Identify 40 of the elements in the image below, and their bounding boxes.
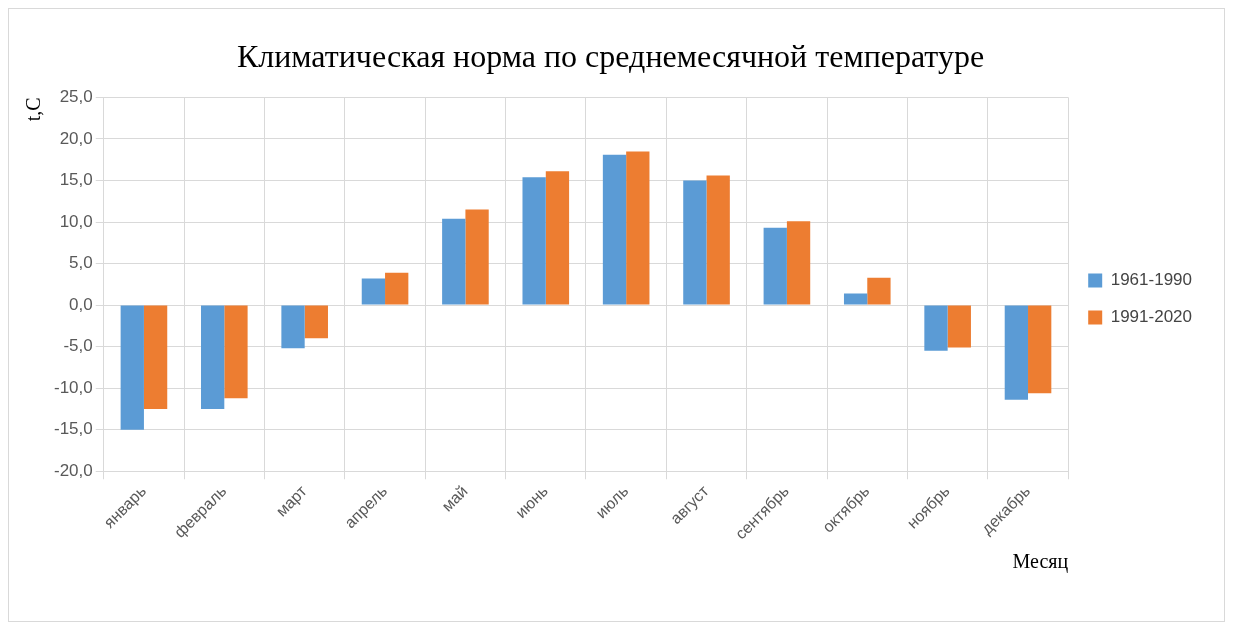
chart-title: Климатическая норма по среднемесячной температуре [236, 37, 985, 74]
bar [361, 278, 386, 305]
bar [924, 305, 948, 351]
x-tick-label: май [438, 482, 471, 515]
bar [867, 277, 891, 305]
bar [281, 305, 305, 349]
bar [1028, 305, 1052, 394]
bar [602, 154, 627, 305]
bar [465, 209, 489, 305]
y-tick-label: 20,0 [59, 128, 93, 148]
y-tick-label: -15,0 [54, 419, 93, 439]
y-tick-label: 5,0 [69, 253, 93, 273]
bar [683, 180, 707, 305]
legend-label: 1961-1990 [1110, 270, 1193, 290]
y-tick-label: 25,0 [59, 87, 93, 107]
y-tick-label: 0,0 [69, 294, 93, 314]
bar [763, 227, 787, 305]
bar [522, 177, 546, 305]
y-tick-label: -10,0 [54, 377, 93, 397]
bar [843, 293, 868, 305]
y-tick-label: 10,0 [59, 211, 93, 231]
bar [442, 218, 466, 305]
bar [385, 272, 409, 305]
bar [626, 151, 650, 305]
y-tick-label: 15,0 [59, 170, 93, 190]
x-axis-title: Месяц [1012, 550, 1069, 574]
bar [545, 171, 570, 305]
bar [201, 305, 225, 409]
y-tick-label: -20,0 [54, 460, 93, 480]
bar [786, 221, 811, 305]
bar [947, 305, 971, 348]
bar [143, 305, 168, 409]
y-tick-label: -5,0 [63, 336, 93, 356]
bar [304, 305, 328, 339]
bar [120, 305, 144, 430]
legend-label: 1991-2020 [1110, 307, 1193, 327]
bar [706, 175, 730, 305]
bar [224, 305, 248, 399]
bar [1004, 305, 1029, 400]
y-axis-title: t,C [22, 97, 45, 122]
